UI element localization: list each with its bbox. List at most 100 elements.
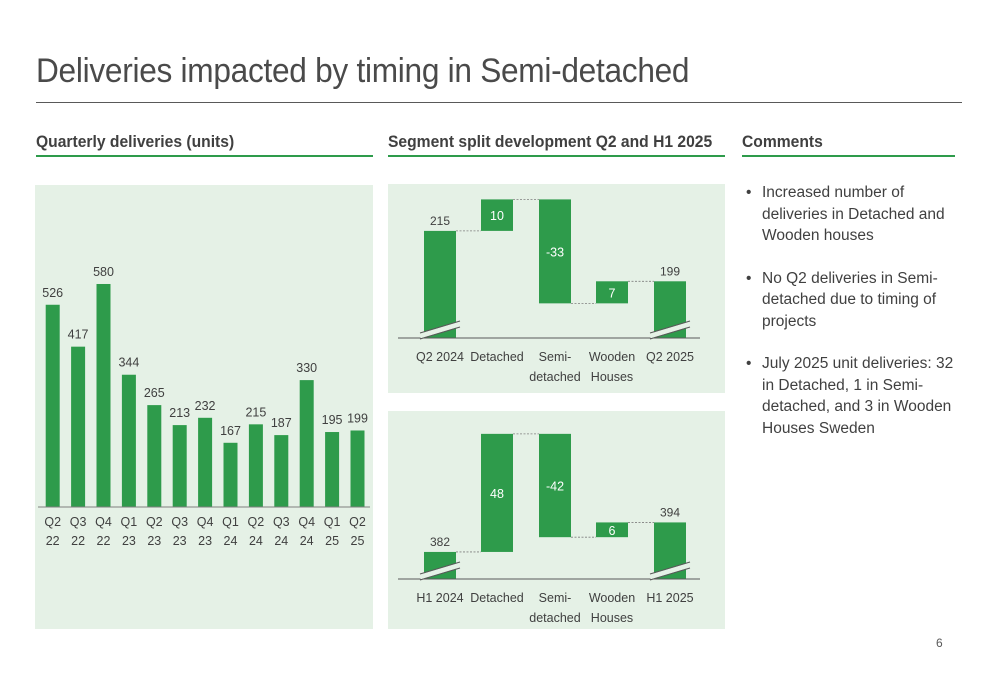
x-tick-label: Wooden: [589, 591, 635, 605]
x-tick-label-quarter: Q4: [95, 515, 112, 529]
x-tick-label-quarter: Q4: [197, 515, 214, 529]
waterfall-delta-bar: [539, 433, 571, 538]
bar-value-label: 580: [93, 265, 114, 279]
x-tick-label: Q2 2025: [646, 350, 694, 364]
bar: [350, 430, 365, 507]
q2-segment-waterfall-chart: 215 10 -33 7 199 Q2 2024 Detached Semi-detached…: [398, 198, 700, 384]
waterfall-value-label: 382: [430, 535, 450, 549]
x-tick-label: H1 2025: [646, 591, 693, 605]
x-tick-label-quarter: Q3: [273, 515, 290, 529]
axis-break-mark: [649, 561, 691, 575]
axis-break-mark: [649, 321, 691, 339]
waterfall-value-label: 48: [490, 487, 504, 501]
comment-item: • No Q2 deliveries in Semi-detached due t…: [744, 268, 959, 333]
bar-value-label: 215: [245, 405, 266, 419]
waterfall-value-label: 10: [490, 209, 504, 223]
waterfall-value-label: -42: [546, 480, 564, 494]
quarterly-deliveries-header: Quarterly deliveries (units): [36, 132, 235, 151]
comment-text: July 2025 unit deliveries: 32 in Detache…: [762, 355, 954, 437]
comments-header: Comments: [742, 132, 823, 151]
waterfall-value-label: -33: [546, 245, 564, 259]
axis-break-mark: [419, 321, 461, 339]
waterfall-start-bar: [424, 230, 456, 338]
quarterly-header-rule: [36, 155, 373, 157]
bullet-marker: •: [746, 184, 752, 201]
waterfall-value-label: 394: [660, 505, 680, 519]
bar: [325, 432, 340, 507]
bar: [274, 435, 289, 507]
x-tick-label: Houses: [591, 611, 633, 625]
x-tick-label-year: 24: [249, 534, 263, 548]
axis-break-mark: [419, 562, 461, 580]
axis-break-mark: [649, 326, 691, 340]
comments-list: • Increased number of deliveries in Detac…: [744, 182, 959, 460]
bar-value-label: 195: [322, 413, 343, 427]
quarterly-deliveries-chart: 526 Q2 22 417 Q3 22 580 Q4 22 344 Q1 23 265 Q2 23 213 Q3…: [38, 265, 370, 548]
x-tick-label-quarter: Q4: [298, 515, 315, 529]
bullet-marker: •: [746, 355, 752, 372]
bar: [172, 425, 187, 507]
x-tick-label-year: 22: [97, 534, 111, 548]
comment-item: • Increased number of deliveries in Detac…: [744, 182, 959, 247]
bar-value-label: 526: [42, 286, 63, 300]
comment-text: No Q2 deliveries in Semi-detached due to…: [762, 269, 938, 330]
x-tick-label-year: 23: [198, 534, 212, 548]
quarterly-chart-panel: 526 Q2 22 417 Q3 22 580 Q4 22 344 Q1 23 265 Q2 23 213 Q3…: [35, 185, 373, 629]
x-tick-label-quarter: Q2: [248, 515, 265, 529]
waterfall-value-label: 6: [609, 524, 616, 538]
bar-value-label: 167: [220, 424, 241, 438]
x-tick-label-quarter: Q1: [222, 515, 239, 529]
waterfall-value-label: 215: [430, 214, 450, 228]
axis-break-mark: [419, 561, 461, 575]
comments-header-rule: [742, 155, 955, 157]
x-tick-label-year: 24: [224, 534, 238, 548]
x-tick-label-quarter: Q3: [70, 515, 87, 529]
bar-value-label: 187: [271, 416, 292, 430]
axis-break-mark: [419, 320, 461, 334]
x-tick-label: detached: [529, 370, 580, 384]
comment-item: • July 2025 unit deliveries: 32 in Detach…: [744, 353, 959, 439]
x-tick-label-quarter: Q3: [171, 515, 188, 529]
x-tick-label: H1 2024: [416, 591, 463, 605]
waterfall-value-label: 199: [660, 264, 680, 278]
bar-value-label: 213: [169, 406, 190, 420]
bullet-marker: •: [746, 269, 752, 287]
bar: [45, 304, 60, 507]
x-tick-label-year: 23: [122, 534, 136, 548]
bar: [121, 374, 136, 507]
x-tick-label-year: 24: [274, 534, 288, 548]
bar-value-label: 417: [68, 328, 89, 342]
axis-break-mark: [649, 567, 691, 581]
axis-break-mark: [649, 562, 691, 580]
bar: [248, 424, 263, 507]
q2-waterfall-panel: 215 10 -33 7 199 Q2 2024 Detached Semi-detached…: [388, 184, 725, 393]
axis-break-mark: [419, 567, 461, 581]
segment-split-header: Segment split development Q2 and H1 2025: [388, 132, 713, 151]
x-tick-label: Q2 2024: [416, 350, 464, 364]
x-tick-label-year: 25: [325, 534, 339, 548]
axis-break-mark: [649, 320, 691, 334]
bar-value-label: 199: [347, 411, 368, 425]
x-tick-label: Wooden: [589, 350, 635, 364]
x-tick-label-year: 24: [300, 534, 314, 548]
waterfall-delta-bar: [539, 199, 571, 304]
x-tick-label-year: 23: [173, 534, 187, 548]
waterfall-delta-bar: [481, 433, 513, 552]
bar: [147, 405, 162, 507]
h1-waterfall-panel: 382 48 -42 6 394 H1 2024 Detached Semi-detached…: [388, 411, 725, 629]
bar-value-label: 344: [118, 356, 139, 370]
x-tick-label-quarter: Q1: [121, 515, 138, 529]
bar: [223, 442, 238, 507]
bar-value-label: 330: [296, 361, 317, 375]
h1-segment-waterfall-chart: 382 48 -42 6 394 H1 2024 Detached Semi-detached…: [398, 433, 700, 625]
bar-value-label: 265: [144, 386, 165, 400]
waterfall-delta-bar: [596, 281, 628, 304]
comment-text: Increased number of deliveries in Detach…: [762, 184, 945, 244]
x-tick-label-quarter: Q2: [146, 515, 163, 529]
x-tick-label: Semi-: [539, 591, 572, 605]
x-tick-label-year: 22: [46, 534, 60, 548]
x-tick-label-quarter: Q2: [349, 515, 366, 529]
bar-value-label: 232: [195, 399, 216, 413]
bar: [71, 346, 86, 507]
x-tick-label: Semi-: [539, 350, 572, 364]
